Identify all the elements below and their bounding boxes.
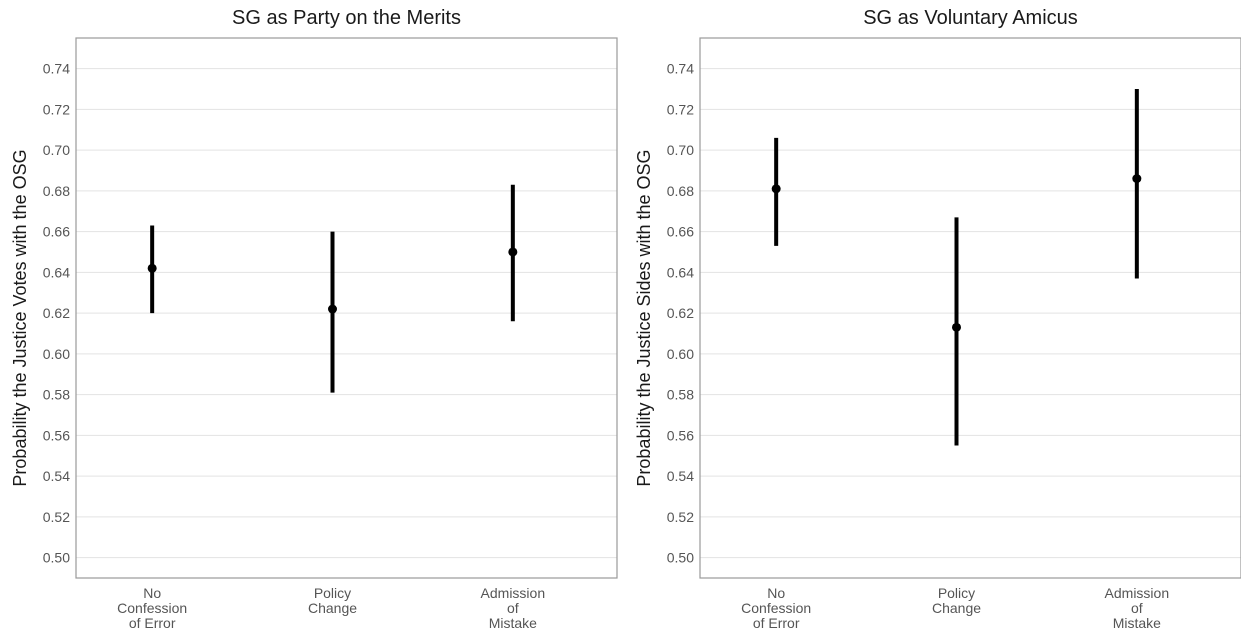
y-tick-label: 0.52 <box>667 509 694 525</box>
point-estimate <box>771 184 781 194</box>
point-estimate <box>147 263 157 273</box>
x-tick-label: Admission of Mistake <box>481 585 546 631</box>
x-tick-label-line: Policy <box>938 585 975 601</box>
x-tick-label: No Confession of Error <box>117 585 187 631</box>
y-axis-label: Probability the Justice Votes with the O… <box>10 149 30 486</box>
panel-1: 0.50 0.52 0.54 0.56 0.58 0.60 0.62 0.64 0.66 0.68… <box>10 7 618 631</box>
y-tick-label: 0.58 <box>43 387 70 403</box>
plot-frame <box>699 37 1241 579</box>
panel-2: 0.50 0.52 0.54 0.56 0.58 0.60 0.62 0.64 0.66 0.68… <box>634 7 1241 631</box>
x-tick-label-line: Policy <box>314 585 351 601</box>
y-tick-label: 0.68 <box>43 183 70 199</box>
x-tick-label-line: No <box>767 585 785 601</box>
y-tick-label: 0.50 <box>43 550 70 566</box>
y-tick-label: 0.52 <box>43 509 70 525</box>
x-tick-label-line: Confession <box>117 600 187 616</box>
point-estimate <box>1132 174 1142 184</box>
x-tick-label: Policy Change <box>932 585 981 616</box>
y-tick-label: 0.70 <box>43 142 70 158</box>
x-tick-label-line: No <box>143 585 161 601</box>
y-tick-label: 0.64 <box>667 264 694 280</box>
x-tick-label-line: of <box>507 600 519 616</box>
y-tick-label: 0.54 <box>43 468 70 484</box>
y-tick-label: 0.60 <box>667 346 694 362</box>
chart-title: SG as Party on the Merits <box>232 7 461 29</box>
x-tick-label-line: Mistake <box>489 615 537 631</box>
y-tick-label: 0.74 <box>43 61 70 77</box>
y-axis-label: Probability the Justice Sides with the O… <box>634 149 654 486</box>
y-tick-label: 0.66 <box>667 224 694 240</box>
x-tick-label-line: of <box>1131 600 1143 616</box>
y-tick-label: 0.54 <box>667 468 694 484</box>
x-tick-label-line: Admission <box>481 585 546 601</box>
point-estimate <box>328 304 337 314</box>
y-tick-label: 0.50 <box>667 550 694 566</box>
y-tick-label: 0.62 <box>667 305 694 321</box>
y-tick-label: 0.62 <box>43 305 70 321</box>
plot-frame <box>75 37 618 579</box>
x-tick-label-line: Confession <box>741 600 811 616</box>
y-tick-label: 0.56 <box>43 427 70 443</box>
x-tick-label-line: Admission <box>1105 585 1170 601</box>
y-tick-label: 0.68 <box>667 183 694 199</box>
y-tick-label: 0.72 <box>43 101 70 117</box>
x-tick-label-line: Mistake <box>1113 615 1161 631</box>
y-tick-label: 0.60 <box>43 346 70 362</box>
x-tick-label-line: of Error <box>753 615 800 631</box>
y-tick-label: 0.72 <box>667 101 694 117</box>
point-estimate <box>952 322 961 332</box>
y-tick-label: 0.58 <box>667 387 694 403</box>
x-tick-label: Admission of Mistake <box>1105 585 1170 631</box>
chart-title: SG as Voluntary Amicus <box>863 7 1078 29</box>
x-tick-label-line: Change <box>932 600 981 616</box>
y-tick-label: 0.64 <box>43 264 70 280</box>
y-tick-label: 0.56 <box>667 427 694 443</box>
x-tick-label: No Confession of Error <box>741 585 811 631</box>
y-tick-label: 0.74 <box>667 61 694 77</box>
point-estimate <box>508 247 518 257</box>
y-tick-label: 0.66 <box>43 224 70 240</box>
x-tick-label-line: of Error <box>129 615 176 631</box>
y-tick-label: 0.70 <box>667 142 694 158</box>
x-tick-label: Policy Change <box>308 585 357 616</box>
x-tick-label-line: Change <box>308 600 357 616</box>
